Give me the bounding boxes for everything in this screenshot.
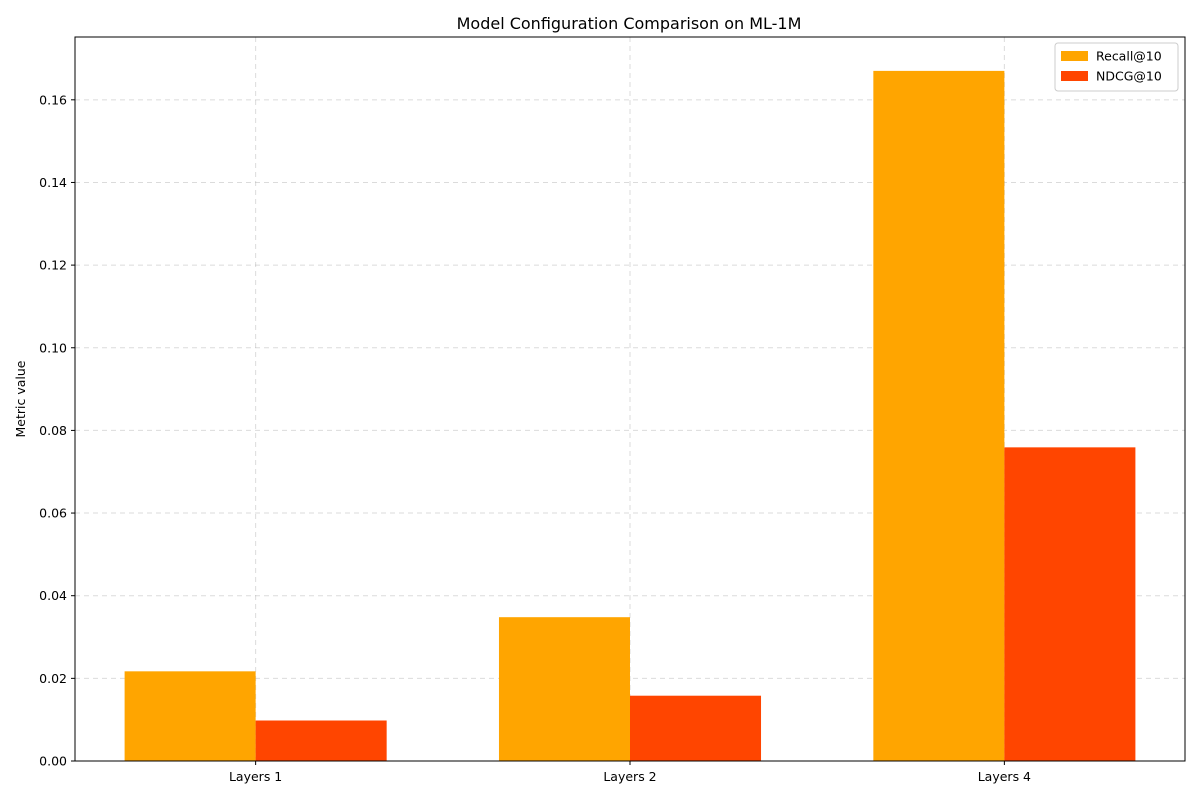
legend-label: Recall@10 (1096, 49, 1162, 64)
x-tick-label: Layers 1 (229, 769, 282, 784)
x-tick-label: Layers 2 (603, 769, 656, 784)
bar-ndcg-10-2 (1004, 447, 1136, 761)
axis-ticks: 0.00 0.02 0.04 0.06 0.08 0.10 0.12 0.14 0.16 Laye… (39, 92, 1031, 784)
y-tick-label: 0.16 (39, 92, 67, 107)
legend: Recall@10 NDCG@10 (1054, 42, 1179, 92)
y-tick-label: 0.04 (39, 588, 67, 603)
bars (124, 70, 1136, 761)
bar-ndcg-10-1 (630, 695, 762, 761)
x-tick-label: Layers 4 (978, 769, 1031, 784)
legend-swatch (1061, 51, 1088, 61)
y-axis-label: Metric value (13, 360, 28, 437)
y-tick-label: 0.00 (39, 754, 67, 769)
y-tick-label: 0.14 (39, 175, 67, 190)
y-tick-label: 0.08 (39, 423, 67, 438)
y-tick-label: 0.02 (39, 671, 67, 686)
y-tick-label: 0.10 (39, 340, 67, 355)
y-tick-label: 0.12 (39, 258, 67, 273)
bar-recall-10-0 (124, 671, 256, 761)
legend-swatch (1061, 71, 1088, 81)
bar-recall-10-1 (498, 617, 630, 761)
chart-title: Model Configuration Comparison on ML-1M (457, 14, 802, 33)
legend-label: NDCG@10 (1096, 69, 1162, 84)
y-tick-label: 0.06 (39, 506, 67, 521)
bar-recall-10-2 (873, 70, 1005, 761)
bar-ndcg-10-0 (255, 720, 387, 761)
